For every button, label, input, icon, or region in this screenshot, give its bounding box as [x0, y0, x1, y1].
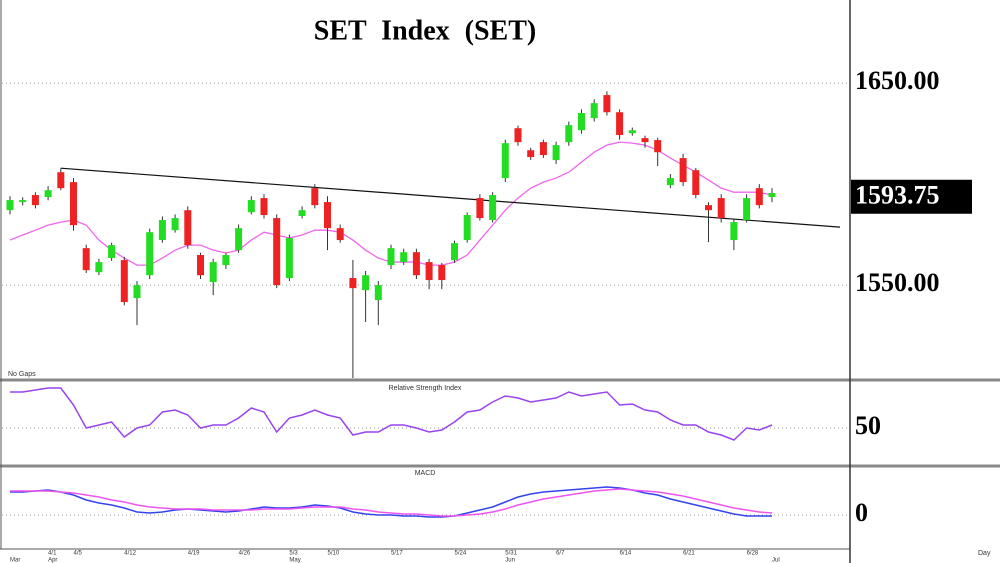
- candle-body: [501, 143, 509, 179]
- candle-body: [120, 260, 128, 303]
- candle-body: [692, 170, 700, 196]
- candle-body: [514, 128, 522, 143]
- candle-body: [222, 255, 230, 266]
- x-month-label: Jun: [505, 558, 515, 563]
- candle-body: [641, 138, 649, 143]
- candle-body: [730, 222, 738, 241]
- candle-body: [768, 193, 776, 198]
- candle-body: [552, 145, 560, 161]
- candle-body: [311, 188, 319, 206]
- candle-body: [108, 245, 116, 259]
- candle-body: [209, 262, 217, 283]
- note: No Gaps: [8, 371, 36, 378]
- x-month-label: Mar: [10, 558, 20, 563]
- x-tick-label: 6/21: [683, 551, 695, 557]
- candle-body: [679, 158, 687, 183]
- x-tick-label: 6/28: [747, 551, 759, 557]
- candle-body: [260, 198, 268, 216]
- candle-body: [324, 202, 331, 229]
- candle-body: [539, 142, 547, 156]
- panel-title: Relative Strength Index: [389, 385, 462, 392]
- panel-title: MACD: [415, 470, 436, 477]
- candle-body: [197, 255, 204, 276]
- candle-body: [400, 252, 408, 263]
- candle-body: [235, 228, 243, 251]
- candle-body: [578, 113, 585, 131]
- candle-body: [743, 198, 751, 221]
- candle-body: [387, 248, 395, 266]
- x-month-label: Apr: [48, 558, 57, 563]
- candle-body: [717, 198, 725, 219]
- x-tick-label: 6/14: [620, 551, 632, 557]
- line: [10, 488, 773, 517]
- last-price-box: [851, 179, 972, 214]
- x-month-label: May: [289, 558, 300, 563]
- candle-body: [31, 195, 39, 206]
- candle-body: [476, 198, 484, 219]
- candle-body: [95, 262, 103, 273]
- line: [10, 486, 772, 518]
- chart-title: SET Index (SET): [314, 15, 536, 46]
- candle-body: [171, 218, 179, 231]
- candle-body: [654, 140, 662, 153]
- y-tick-label: 1650.00: [855, 66, 940, 95]
- candle-body: [247, 200, 255, 213]
- candle-body: [273, 218, 281, 286]
- candle-body: [527, 150, 535, 158]
- candle-body: [362, 275, 370, 291]
- candle-body: [616, 112, 624, 136]
- candle-body: [19, 200, 27, 203]
- x-tick-label: 4/5: [74, 551, 83, 557]
- candle-body: [565, 125, 573, 143]
- candle-body: [590, 103, 598, 119]
- candle-body: [44, 190, 52, 198]
- candle-body: [755, 188, 763, 206]
- candle-body: [349, 278, 357, 289]
- candle-body: [285, 238, 293, 279]
- candle-body: [57, 172, 65, 189]
- candle-body: [336, 228, 344, 241]
- candle-body: [603, 95, 611, 113]
- candle-body: [628, 130, 636, 134]
- candle-body: [298, 210, 306, 217]
- candle-body: [438, 265, 446, 281]
- candle-body: [451, 243, 458, 261]
- candle-body: [425, 262, 433, 281]
- candle-body: [70, 182, 77, 226]
- x-tick-label: 5/3: [289, 551, 298, 557]
- candle-body: [184, 210, 192, 246]
- x-tick-label: 5/31: [505, 551, 517, 557]
- line: [10, 387, 773, 441]
- candle-body: [82, 248, 90, 271]
- x-tick-label: 4/26: [239, 551, 251, 557]
- x-tick-label: 6/7: [556, 551, 565, 557]
- trendline: [60, 167, 841, 228]
- candle-body: [463, 215, 471, 241]
- candle-body: [374, 285, 382, 301]
- candle-body: [705, 205, 712, 211]
- x-tick-label: 4/1: [48, 551, 57, 557]
- y-tick-label: 50: [855, 411, 881, 440]
- candle-body: [666, 178, 674, 186]
- y-tick-label: 1550.00: [855, 268, 940, 297]
- x-tick-label: 5/10: [328, 551, 340, 557]
- candle-body: [133, 285, 141, 299]
- candle-body: [412, 252, 420, 276]
- x-tick-label: 4/19: [188, 551, 200, 557]
- x-axis-label: Day: [978, 550, 991, 557]
- candle-body: [146, 232, 154, 276]
- x-tick-label: 5/24: [455, 551, 467, 557]
- candle-body: [6, 200, 14, 211]
- candle-body: [158, 220, 166, 241]
- candle-body: [489, 195, 497, 221]
- y-tick-label: 0: [855, 498, 868, 527]
- x-tick-label: 4/12: [124, 551, 136, 557]
- x-month-label: Jul: [772, 558, 780, 563]
- last-price-label: 1593.75: [855, 181, 940, 210]
- x-tick-label: 5/17: [391, 551, 403, 557]
